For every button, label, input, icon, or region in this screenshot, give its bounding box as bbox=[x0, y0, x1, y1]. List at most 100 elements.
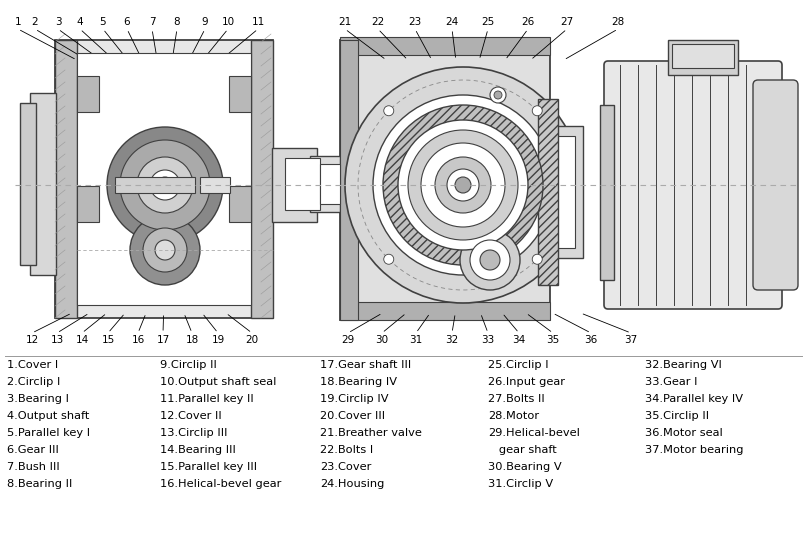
Text: 34.Parallel key IV: 34.Parallel key IV bbox=[645, 394, 743, 404]
Text: 6.Gear III: 6.Gear III bbox=[7, 445, 59, 455]
Text: 37.Motor bearing: 37.Motor bearing bbox=[645, 445, 743, 455]
Circle shape bbox=[398, 120, 528, 250]
Text: 9: 9 bbox=[202, 17, 208, 27]
Text: 16: 16 bbox=[132, 335, 145, 345]
FancyBboxPatch shape bbox=[604, 61, 782, 309]
Bar bbox=[20, 103, 36, 265]
Text: 35: 35 bbox=[546, 335, 560, 345]
Text: 5: 5 bbox=[99, 17, 107, 27]
Text: 28.Motor: 28.Motor bbox=[488, 411, 539, 421]
Bar bbox=[55, 40, 273, 318]
Text: 21: 21 bbox=[339, 17, 351, 27]
Text: 15.Parallel key III: 15.Parallel key III bbox=[160, 462, 257, 472]
Text: 3: 3 bbox=[55, 17, 61, 27]
Text: 13.Circlip III: 13.Circlip III bbox=[160, 428, 228, 438]
Circle shape bbox=[373, 95, 553, 275]
Text: 8.Bearing II: 8.Bearing II bbox=[7, 479, 73, 489]
Text: 3.Bearing I: 3.Bearing I bbox=[7, 394, 69, 404]
Bar bbox=[200, 177, 230, 193]
Circle shape bbox=[383, 105, 543, 265]
Bar bbox=[340, 37, 550, 55]
Bar bbox=[272, 148, 317, 222]
Circle shape bbox=[107, 127, 223, 243]
Text: 22.Bolts I: 22.Bolts I bbox=[320, 445, 373, 455]
Text: 9.Circlip II: 9.Circlip II bbox=[160, 360, 217, 370]
Text: 30: 30 bbox=[376, 335, 389, 345]
Text: 24.Housing: 24.Housing bbox=[320, 479, 385, 489]
Text: 2: 2 bbox=[32, 17, 38, 27]
Text: 4.Output shaft: 4.Output shaft bbox=[7, 411, 90, 421]
Text: 19.Circlip IV: 19.Circlip IV bbox=[320, 394, 389, 404]
Text: 13: 13 bbox=[50, 335, 64, 345]
Bar bbox=[672, 44, 734, 68]
Text: 32: 32 bbox=[445, 335, 459, 345]
Text: 34: 34 bbox=[512, 335, 526, 345]
Text: 11.Parallel key II: 11.Parallel key II bbox=[160, 394, 254, 404]
Text: 20.Cover III: 20.Cover III bbox=[320, 411, 385, 421]
Text: 22: 22 bbox=[372, 17, 385, 27]
Circle shape bbox=[150, 170, 180, 200]
Circle shape bbox=[384, 106, 393, 116]
Text: 33: 33 bbox=[482, 335, 494, 345]
Circle shape bbox=[143, 228, 187, 272]
Text: 23: 23 bbox=[408, 17, 422, 27]
Circle shape bbox=[455, 177, 471, 193]
Bar bbox=[310, 156, 340, 212]
Bar bbox=[557, 136, 575, 248]
Circle shape bbox=[480, 250, 500, 270]
Bar bbox=[77, 76, 99, 112]
Text: 14.Bearing III: 14.Bearing III bbox=[160, 445, 236, 455]
Bar bbox=[340, 40, 358, 320]
Bar bbox=[340, 302, 550, 320]
Text: 23.Cover: 23.Cover bbox=[320, 462, 372, 472]
Text: 28: 28 bbox=[612, 17, 625, 27]
Text: 33.Gear I: 33.Gear I bbox=[645, 377, 697, 387]
Text: gear shaft: gear shaft bbox=[488, 445, 557, 455]
Text: 35.Circlip II: 35.Circlip II bbox=[645, 411, 709, 421]
Text: 5.Parallel key I: 5.Parallel key I bbox=[7, 428, 90, 438]
Text: 7: 7 bbox=[149, 17, 155, 27]
Text: 10: 10 bbox=[221, 17, 234, 27]
Text: 2.Circlip I: 2.Circlip I bbox=[7, 377, 61, 387]
Circle shape bbox=[460, 230, 520, 290]
Text: 11: 11 bbox=[251, 17, 265, 27]
Bar bbox=[229, 76, 251, 112]
Text: 7.Bush III: 7.Bush III bbox=[7, 462, 60, 472]
Text: 18.Bearing IV: 18.Bearing IV bbox=[320, 377, 397, 387]
Text: 25: 25 bbox=[482, 17, 494, 27]
Bar bbox=[77, 186, 99, 222]
Text: 24: 24 bbox=[445, 17, 459, 27]
Circle shape bbox=[384, 254, 393, 264]
Bar bbox=[30, 93, 56, 275]
Circle shape bbox=[447, 169, 479, 201]
Text: 26: 26 bbox=[521, 17, 535, 27]
Text: 30.Bearing V: 30.Bearing V bbox=[488, 462, 562, 472]
Text: 29.Helical-bevel: 29.Helical-bevel bbox=[488, 428, 580, 438]
Circle shape bbox=[494, 91, 502, 99]
Text: 20: 20 bbox=[246, 335, 259, 345]
Circle shape bbox=[120, 140, 210, 230]
Text: 18: 18 bbox=[185, 335, 199, 345]
Circle shape bbox=[532, 106, 542, 116]
Circle shape bbox=[408, 130, 518, 240]
Circle shape bbox=[157, 177, 173, 193]
Text: 17: 17 bbox=[157, 335, 170, 345]
Bar bbox=[548, 126, 583, 258]
Bar bbox=[229, 186, 251, 222]
Circle shape bbox=[137, 157, 193, 213]
Bar bbox=[285, 158, 320, 210]
Text: 4: 4 bbox=[77, 17, 83, 27]
Bar bbox=[115, 177, 195, 193]
Bar bbox=[320, 164, 340, 204]
Bar bbox=[538, 99, 558, 285]
Text: 14: 14 bbox=[75, 335, 89, 345]
Bar bbox=[600, 105, 614, 280]
Text: 36.Motor seal: 36.Motor seal bbox=[645, 428, 722, 438]
Bar bbox=[251, 40, 273, 318]
Text: 32.Bearing VI: 32.Bearing VI bbox=[645, 360, 722, 370]
FancyBboxPatch shape bbox=[753, 80, 798, 290]
Text: 15: 15 bbox=[101, 335, 115, 345]
Circle shape bbox=[421, 143, 505, 227]
Text: 29: 29 bbox=[341, 335, 355, 345]
Text: 25.Circlip I: 25.Circlip I bbox=[488, 360, 549, 370]
